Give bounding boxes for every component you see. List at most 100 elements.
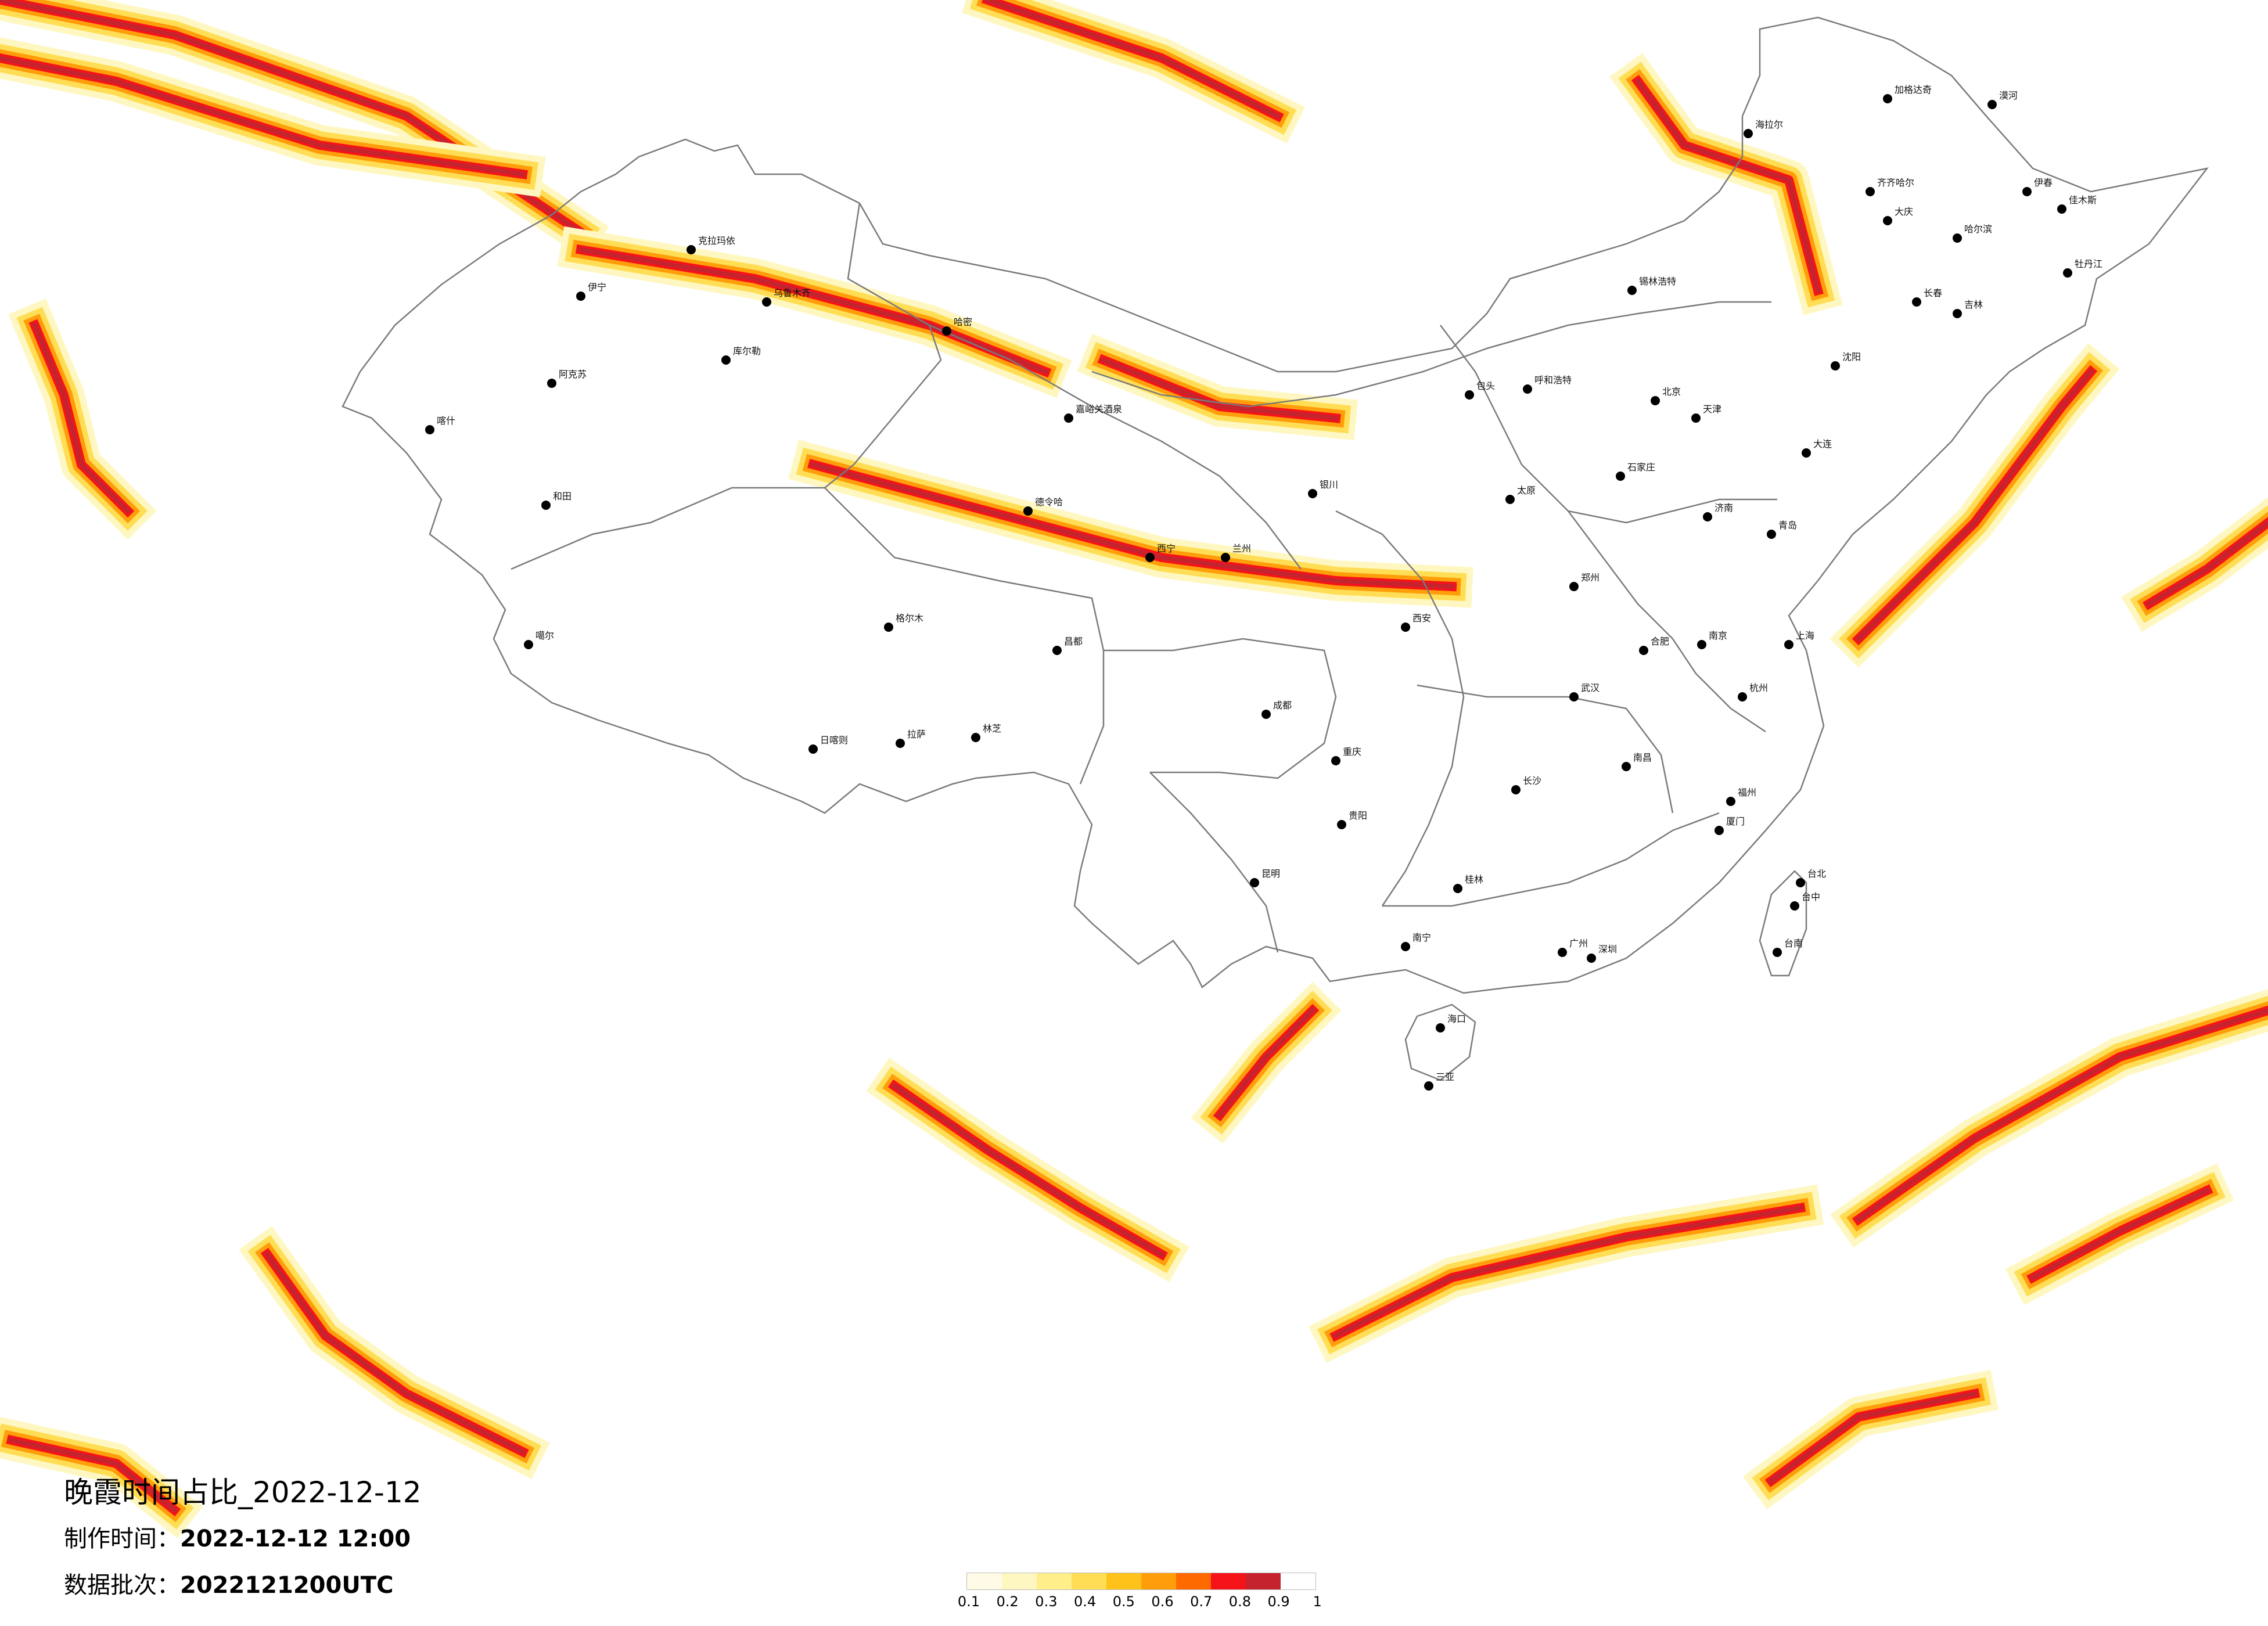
city-label: 银川 [1320,479,1338,490]
heat-band-layer [891,1082,1165,1258]
city-dot [1639,646,1648,655]
city-label: 台中 [1802,891,1820,902]
city-dot [1331,756,1340,765]
city-dot [1767,530,1776,539]
city-label: 大连 [1813,438,1832,449]
legend-tick-label: 0.2 [996,1593,1019,1610]
city-marker: 郑州 [1569,572,1600,591]
city-marker: 伊春 [2022,177,2053,196]
city-marker: 海口 [1436,1013,1466,1033]
city-marker: 贵阳 [1337,810,1367,829]
city-marker: 南宁 [1401,932,1431,951]
city-dot [2022,187,2032,196]
city-marker: 和田 [541,491,572,510]
city-marker: 深圳 [1587,944,1617,963]
city-label: 大庆 [1895,206,1913,217]
production-time-label: 制作时间： [64,1526,180,1552]
city-dot [1616,472,1625,481]
city-label: 青岛 [1778,520,1797,531]
heat-band-layer [984,0,1281,120]
city-label: 哈密 [954,316,972,328]
city-marker: 漠河 [1987,90,2018,109]
city-marker: 青岛 [1767,520,1797,539]
city-dot [1883,94,1892,103]
city-dot [576,292,585,301]
city-dot [1261,710,1271,719]
heat-band-layer [1332,1205,1803,1339]
china-outline [342,16,2209,994]
city-dot [686,245,696,254]
city-marker: 合肥 [1639,636,1669,655]
legend-color-bar [966,1573,1316,1590]
city-dot [1558,948,1567,957]
legend-swatch [1246,1573,1281,1589]
legend-swatch [1141,1573,1176,1589]
city-dot [1831,361,1840,370]
legend-swatch [1106,1573,1141,1589]
city-label: 杭州 [1749,682,1768,693]
city-marker: 天津 [1691,404,1721,423]
heat-band-layer [9,1437,178,1513]
city-label: 合肥 [1651,636,1669,647]
east-border [1568,510,1766,733]
city-marker: 武汉 [1569,682,1600,702]
city-label: 库尔勒 [733,346,761,357]
city-label: 南昌 [1633,752,1652,763]
city-marker: 三亚 [1424,1071,1454,1091]
city-dot [762,297,771,307]
city-label: 厦门 [1726,816,1745,827]
legend-tick-label: 1 [1313,1593,1322,1610]
city-label: 牡丹江 [2075,258,2102,269]
city-dot [1523,384,1532,394]
city-dot [1337,820,1346,829]
city-label: 北京 [1662,386,1681,397]
city-marker: 牡丹江 [2063,258,2102,278]
city-label: 成都 [1273,700,1292,711]
city-marker: 成都 [1261,700,1292,719]
city-marker: 重庆 [1331,746,1361,765]
city-marker: 德令哈 [1023,497,1063,516]
city-dot [524,640,533,649]
city-marker: 拉萨 [896,729,926,748]
city-label: 克拉玛依 [698,235,735,246]
city-label: 林芝 [983,723,1001,734]
legend-tick-label: 0.7 [1190,1593,1213,1610]
legend-tick-label: 0.8 [1228,1593,1251,1610]
city-label: 噶尔 [535,630,554,641]
map-title: 晚霞时间占比_2022-12-12 [64,1476,422,1509]
city-dot [896,739,905,748]
heat-band-layer [1634,78,1821,293]
city-label: 桂林 [1465,874,1483,885]
city-dot [942,326,951,336]
legend-tick-label: 0.1 [957,1593,980,1610]
city-label: 拉萨 [907,729,926,740]
city-marker: 桂林 [1453,874,1483,893]
city-label: 吉林 [1964,299,1983,310]
city-marker: 昆明 [1250,868,1280,887]
city-marker: 锡林浩特 [1627,276,1676,295]
city-marker: 台中 [1790,891,1820,911]
city-marker: 林芝 [971,723,1001,742]
city-label: 南京 [1709,630,1727,641]
heat-band-layer [810,462,1455,589]
hainan-island [1404,1003,1476,1081]
city-label: 呼和浩特 [1534,375,1572,386]
city-label: 贵阳 [1349,810,1367,821]
city-label: 沈阳 [1842,351,1861,362]
heat-band-layer [1855,368,2094,642]
province-borders [342,16,2209,1081]
city-label: 喀什 [437,415,455,426]
city-dot [1691,413,1701,423]
city-label: 佳木斯 [2069,195,2097,206]
city-label: 上海 [1796,630,1814,641]
city-label: 哈尔滨 [1964,224,1992,235]
city-label: 昌都 [1064,636,1083,647]
city-dot [2057,204,2066,214]
city-marker: 广州 [1558,938,1588,957]
city-label: 兰州 [1232,543,1251,554]
city-marker: 齐齐哈尔 [1866,177,1914,196]
heat-band-layer [0,55,526,177]
city-label: 西宁 [1157,543,1176,554]
city-label: 漠河 [1999,90,2018,101]
city-dot [1465,390,1474,400]
